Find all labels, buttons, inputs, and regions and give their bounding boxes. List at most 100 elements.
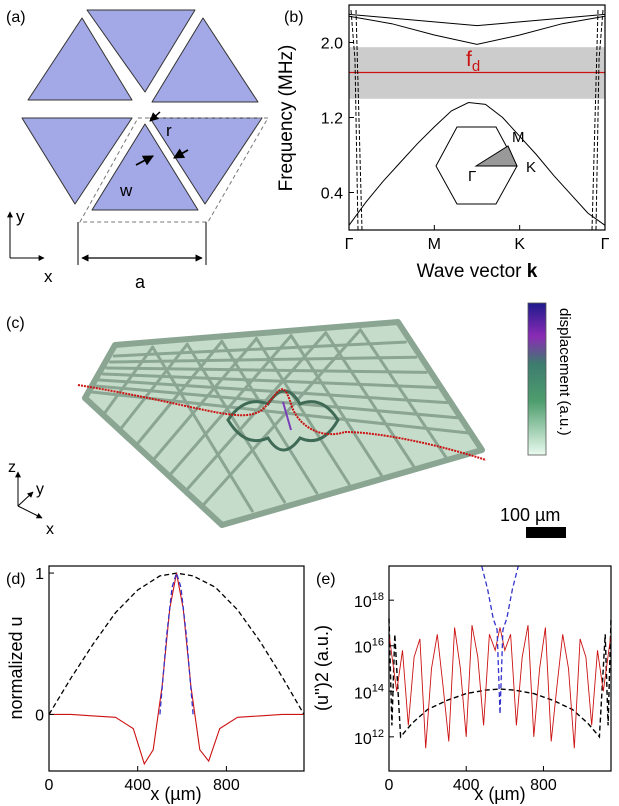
panel-c-label: (c) <box>6 315 25 332</box>
mesh-bar <box>151 345 254 513</box>
mesh-bar <box>255 337 351 486</box>
d-series-red <box>49 572 304 766</box>
b-xtick-label: K <box>514 236 525 253</box>
e-series-black <box>388 618 612 739</box>
plot-frame-d <box>48 565 305 772</box>
mesh-bar <box>103 345 155 415</box>
band-lower <box>348 101 606 226</box>
w-arrow-right <box>173 148 189 159</box>
b-xtick-label: Γ <box>601 236 610 253</box>
d-series-blue <box>159 570 194 715</box>
tile-top-right <box>151 17 259 103</box>
c-axis-x-arrow <box>17 505 43 519</box>
mesh-bar <box>152 337 258 461</box>
e-ytick-label: 1016 <box>354 637 384 657</box>
scalebar-label: 100 µm <box>500 505 560 525</box>
colorbar-label: displacement (a.u.) <box>556 308 573 436</box>
d-xtick-label: 800 <box>213 777 240 794</box>
hexagon-tiles <box>21 9 263 211</box>
c-axis-y-arrow <box>17 491 34 507</box>
panel-a-label: (a) <box>6 9 26 26</box>
b-xtick-label: M <box>428 236 441 253</box>
d-xtick-label: 0 <box>45 777 54 794</box>
r-arrow <box>149 111 161 122</box>
c-axis-y-label: y <box>36 481 44 498</box>
mesh-bar <box>202 328 362 507</box>
lattice-mesh <box>90 328 470 513</box>
inset-Gamma: Γ <box>468 168 476 185</box>
e-ytick-label: 1012 <box>354 728 384 748</box>
plot-frame-e <box>388 565 612 772</box>
tile-bottom-right <box>149 117 263 205</box>
panel-e: (e) 1012 1014 1016 1018 0 400 800 (u'')2 (a.u.… <box>312 565 612 804</box>
tile-bottom-left <box>21 117 133 205</box>
b-ylabel: Frequency (MHz) <box>276 45 297 192</box>
mesh-bar <box>101 372 438 389</box>
c-axis-z-label: z <box>8 459 16 476</box>
e-xtick-label: 800 <box>530 777 557 794</box>
e-ylabel: (u'')2 (a.u.) <box>312 625 332 711</box>
axis-x-label: x <box>44 267 53 286</box>
e-xtick-label: 400 <box>453 777 480 794</box>
colorbar <box>527 302 547 456</box>
panel-d-label: (d) <box>6 571 26 588</box>
band-dashed-left <box>350 9 363 231</box>
band-dashed-right <box>591 9 604 231</box>
e-ytick-label: 1014 <box>354 682 384 702</box>
mesh-bar <box>94 384 459 420</box>
b-xtick-label: Γ <box>345 236 354 253</box>
band-upper-2 <box>348 13 606 27</box>
d-ylabel: normalized u <box>6 616 26 719</box>
displacement-profile-line <box>77 384 487 461</box>
c-axis-x-label: x <box>46 521 54 538</box>
mesh-bar <box>169 334 293 476</box>
b-ytick-label: 0.4 <box>321 186 343 203</box>
label-r: r <box>166 121 172 140</box>
fd-label: fd <box>466 48 480 75</box>
brillouin-inset: M K Γ <box>435 126 536 205</box>
d-ytick-label: 1 <box>35 566 44 583</box>
e-xtick-label: 0 <box>385 777 394 794</box>
e-ticks: 1012 1014 1016 1018 0 400 800 <box>354 591 557 794</box>
mesh-bar <box>358 328 448 459</box>
panel-b-label: (b) <box>284 9 304 26</box>
mesh-bar <box>112 340 407 358</box>
b-ytick-label: 1.2 <box>321 111 343 128</box>
b-xlabel: Wave vector k <box>417 261 538 282</box>
d-xtick-label: 400 <box>124 777 151 794</box>
d-ytick-label: 0 <box>35 707 44 724</box>
inset-M: M <box>512 129 525 146</box>
d-xlabel: x (µm) <box>150 784 201 804</box>
panel-a: (a) r w a y x <box>6 9 269 292</box>
w-arrow-left <box>135 155 154 166</box>
mesh-bar <box>324 331 415 468</box>
panel-e-label: (e) <box>316 571 336 588</box>
e-ytick-label: 1018 <box>354 591 384 611</box>
scalebar <box>526 527 566 538</box>
b-ticks: 0.41.22.0Γ M K Γ <box>321 36 610 254</box>
mesh-bar <box>289 334 383 477</box>
tile-top-left <box>27 17 133 101</box>
axis-y-label: y <box>16 207 25 226</box>
band-upper-1 <box>348 15 606 45</box>
panel-c: (c) displacement (a.u.) 100 µm z y x <box>6 302 573 538</box>
d-series-black <box>48 572 305 715</box>
inset-K: K <box>526 159 536 176</box>
mesh-bar <box>119 342 189 430</box>
b-ytick-label: 2.0 <box>321 36 343 53</box>
panel-d: (d) 0 1 0 400 800 normalized u x (µm) <box>6 565 305 804</box>
e-xlabel: x (µm) <box>474 784 525 804</box>
mesh-bar <box>109 355 418 364</box>
mesh-bar <box>90 390 470 435</box>
unit-cell-outline <box>79 117 269 223</box>
mesh-bar <box>220 339 319 495</box>
panel-b: (b) fd 0.41.22.0Γ M K Γ Frequency (MHz) Wav… <box>276 4 610 282</box>
tile-bottom <box>91 123 199 211</box>
peak-highlight <box>282 401 292 431</box>
tile-top <box>86 9 196 93</box>
e-series-blue <box>481 565 519 715</box>
d-ticks: 0 1 0 400 800 <box>35 566 240 794</box>
mesh-bar <box>105 366 428 374</box>
label-a: a <box>135 272 146 292</box>
